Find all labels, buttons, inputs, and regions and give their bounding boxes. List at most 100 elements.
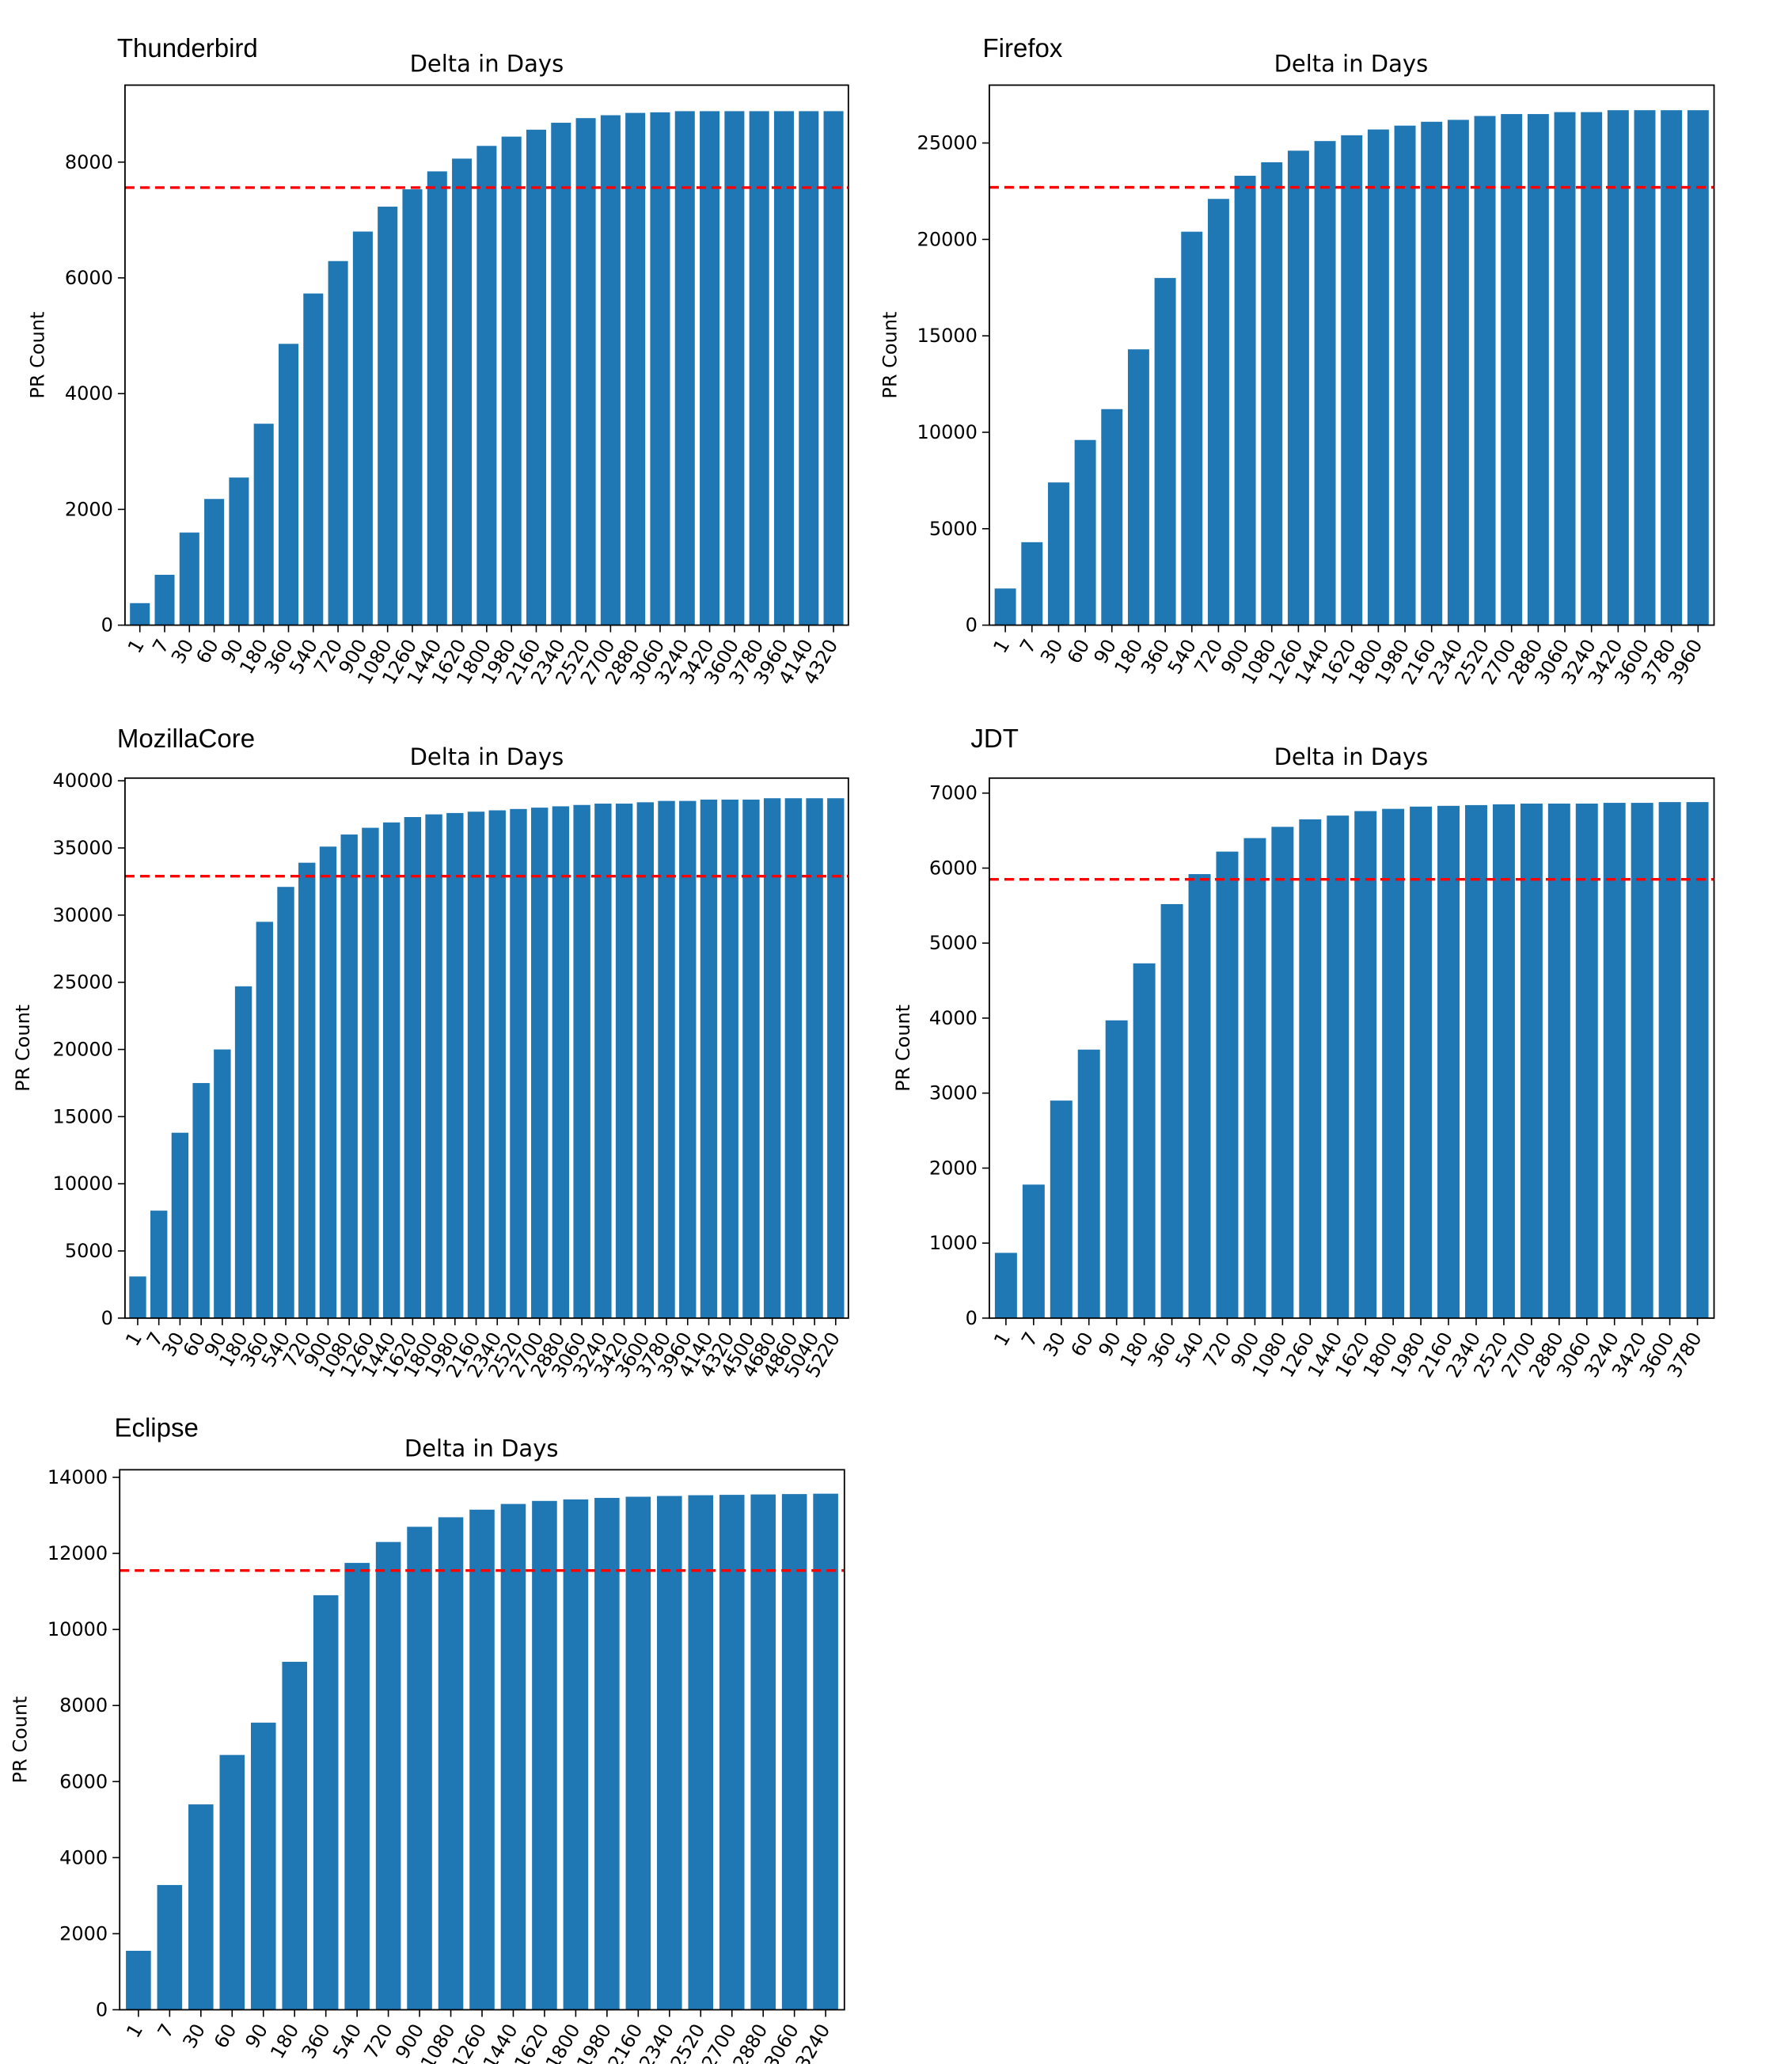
bar [1207,199,1229,625]
bar [446,812,464,1318]
bar [784,798,803,1318]
bar [1603,803,1626,1318]
bar [551,123,571,625]
bar [404,817,422,1318]
bar [1394,125,1416,625]
bar [1465,804,1487,1318]
bar [531,808,549,1318]
x-tick-label: 360 [1144,1328,1181,1371]
y-tick-label: 5000 [65,1240,113,1262]
bar [1527,114,1549,625]
y-tick-label: 2000 [59,1922,108,1944]
x-tick-label: 60 [1063,636,1095,667]
bar [1022,1184,1045,1318]
y-tick-label: 8000 [59,1694,108,1716]
bar [1421,121,1443,625]
bar [575,118,596,625]
bar [192,1082,210,1318]
bar [282,1661,307,2010]
bar [126,1951,151,2010]
bar [1554,112,1576,625]
plot-frame [989,777,1715,1319]
bar [750,1494,776,2010]
bar [1437,805,1460,1318]
plot-frame [124,84,849,626]
x-tick-label: 180 [266,2020,303,2062]
bar [154,575,175,625]
bar [500,1503,526,2010]
bar [1367,129,1389,625]
bar [1607,110,1629,625]
y-tick-label: 0 [101,614,113,637]
x-tick-label: 1 [989,636,1014,657]
bar [188,1804,214,2010]
bar [1520,804,1543,1318]
bar [526,129,546,625]
bar [171,1132,189,1318]
y-tick-label: 10000 [917,421,978,443]
bar [129,1276,146,1318]
bar [763,798,781,1318]
bar [1050,1100,1073,1318]
x-tick-label: 1 [989,1328,1015,1350]
bar [1631,803,1653,1318]
bar [452,158,473,625]
bar [1661,110,1683,625]
x-tick-label: 60 [192,636,223,667]
y-axis-label: PR Count [879,312,901,399]
bar [1287,150,1309,625]
bar [501,136,522,625]
bar [813,1493,838,2010]
bar [278,344,299,625]
project-name: Eclipse [114,1412,198,1442]
bar [594,804,612,1318]
bar [425,814,442,1318]
chart-panel-jdt: JDT Delta in Days PR Count 0 1000 2000 3000… [892,724,1715,1382]
y-tick-label: 35000 [53,837,113,859]
bar [773,111,794,625]
chart-title: Delta in Days [410,743,564,770]
y-tick-label: 10000 [53,1173,113,1195]
bar [1581,112,1603,625]
y-tick-label: 25000 [917,132,978,154]
bar [657,1496,682,2010]
bar [214,1049,231,1318]
y-tick-label: 4000 [929,1007,978,1029]
bar [469,1509,495,2010]
bar [1382,808,1405,1318]
y-tick-label: 0 [101,1307,113,1329]
x-tick-label: 60 [1066,1328,1098,1360]
bar [1243,838,1266,1318]
bar [1188,874,1211,1318]
bar [799,111,819,625]
bar [700,111,720,625]
x-tick-label: 30 [1036,636,1068,667]
bar [298,862,316,1318]
bar [827,798,845,1318]
y-tick-label: 5000 [929,518,978,540]
bar [724,111,745,625]
bar [1547,804,1570,1318]
y-tick-label: 5000 [929,932,978,954]
bar [352,231,373,625]
bar [1410,806,1433,1318]
plot-frame [989,84,1715,626]
bar [749,111,769,625]
bar [563,1499,589,2010]
bar [1234,176,1256,625]
y-tick-label: 10000 [47,1618,108,1640]
bar [1261,162,1283,625]
bar [219,1754,245,2010]
x-tick-label: 7 [1017,1328,1042,1350]
bar [313,1595,339,2010]
bar [674,111,695,625]
bar [1634,110,1656,625]
bar [438,1517,464,2010]
y-tick-label: 0 [966,1307,978,1329]
chart-panel-firefox: Firefox Delta in Days PR Count 0 5000 1000… [879,33,1715,688]
bar [650,112,670,625]
y-tick-label: 6000 [65,267,113,289]
bar [1127,349,1149,625]
bar [1447,120,1469,625]
bar [994,588,1016,625]
